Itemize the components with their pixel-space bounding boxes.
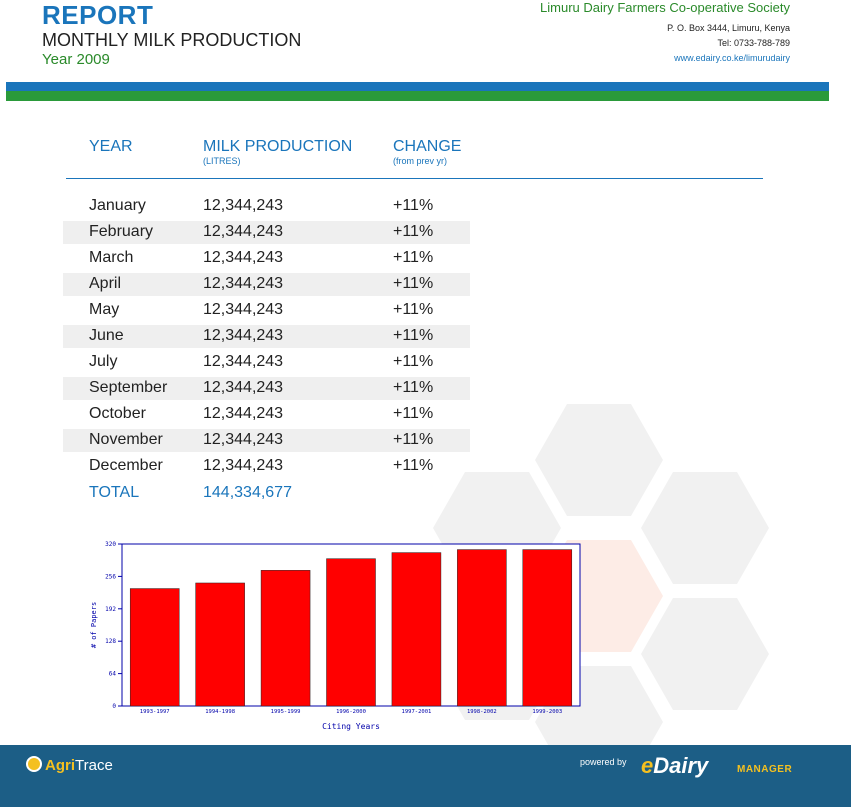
footer-bar [0,745,851,807]
y-tick-label: 320 [105,541,116,548]
table-row: July 12,344,243 +11% [63,351,470,374]
agritrace-logo-agri: Agri [45,757,75,774]
month-cell: March [89,249,134,266]
change-cell: +11% [393,379,434,396]
y-tick-label: 128 [105,638,116,645]
production-cell: 12,344,243 [203,379,284,396]
month-cell: September [89,379,168,396]
month-cell: November [89,431,163,448]
production-cell: 12,344,243 [203,301,284,318]
production-cell: 12,344,243 [203,405,284,422]
bar [391,552,442,707]
x-tick-label: 1999-2003 [532,709,562,715]
production-cell: 12,344,243 [203,275,284,292]
month-cell: July [89,353,118,370]
total-value: 144,334,677 [203,484,292,501]
report-subtitle: MONTHLY MILK PRODUCTION [42,30,302,50]
column-header-change-note: (from prev yr) [393,156,447,166]
society-address: P. O. Box 3444, Limuru, Kenya [667,23,790,33]
x-tick-label: 1995-1999 [271,709,301,715]
change-cell: +11% [393,275,434,292]
month-cell: May [89,301,120,318]
month-cell: January [89,197,146,214]
production-cell: 12,344,243 [203,327,284,344]
production-cell: 12,344,243 [203,353,284,370]
table-row: June 12,344,243 +11% [63,325,470,348]
edairy-logo-e: e [641,753,654,778]
bar [260,570,311,707]
report-year: Year 2009 [42,51,110,68]
flower-icon [26,756,42,772]
header-band-green [6,91,829,101]
change-cell: +11% [393,301,434,318]
header-band-blue [6,82,829,91]
change-cell: +11% [393,353,434,370]
agritrace-logo-trace: Trace [75,757,113,774]
edairy-manager-label: MANAGER [737,764,793,775]
production-cell: 12,344,243 [203,197,284,214]
y-tick-label: 256 [105,573,116,580]
y-tick-label: 64 [109,671,117,678]
table-divider [66,178,763,179]
month-cell: October [89,405,146,422]
y-tick-label: 0 [112,703,116,710]
x-tick-label: 1996-2000 [336,709,366,715]
table-row: December 12,344,243 +11% [63,455,470,478]
table-row: September 12,344,243 +11% [63,377,470,400]
change-cell: +11% [393,457,434,474]
bar [195,582,245,707]
production-cell: 12,344,243 [203,457,284,474]
column-header-production: MILK PRODUCTION [203,138,353,155]
y-tick-label: 192 [105,606,116,613]
x-tick-label: 1997-2001 [402,709,432,715]
production-cell: 12,344,243 [203,249,284,266]
change-cell: +11% [393,431,434,448]
month-cell: April [89,275,122,292]
table-row: January 12,344,243 +11% [63,195,470,218]
production-cell: 12,344,243 [203,223,284,240]
society-name: Limuru Dairy Farmers Co-operative Societ… [540,0,790,15]
bar-chart: 0 64 128 192 256 320 1993-1997 1994-1998 1995-19… [90,541,581,731]
total-label: TOTAL [89,484,140,501]
change-cell: +11% [393,327,434,344]
x-axis-label: Citing Years [322,722,380,731]
change-cell: +11% [393,223,434,240]
x-tick-label: 1993-1997 [140,709,170,715]
bar [522,549,573,707]
powered-by-label: powered by [580,757,627,767]
bar [129,588,180,707]
month-cell: June [89,327,124,344]
month-cell: February [89,223,154,240]
production-cell: 12,344,243 [203,431,284,448]
change-cell: +11% [393,249,434,266]
agritrace-logo: AgriTrace [26,756,113,774]
month-cell: December [89,457,163,474]
column-header-year: YEAR [89,138,133,155]
table-row: March 12,344,243 +11% [63,247,470,270]
edairy-logo: eDairy [641,753,708,779]
bar [326,558,376,707]
y-axis-label: # of Papers [90,602,98,648]
table-row: October 12,344,243 +11% [63,403,470,426]
society-website-link[interactable]: www.edairy.co.ke/limurudairy [674,53,790,63]
table-row: February 12,344,243 +11% [63,221,470,244]
bar [457,549,507,707]
society-phone: Tel: 0733-788-789 [717,38,790,48]
report-title: REPORT [42,0,154,30]
change-cell: +11% [393,405,434,422]
x-tick-label: 1998-2002 [467,709,497,715]
column-header-production-unit: (LITRES) [203,156,241,166]
table-row: May 12,344,243 +11% [63,299,470,322]
table-row: November 12,344,243 +11% [63,429,470,452]
edairy-logo-dairy: Dairy [653,753,709,778]
table-row: April 12,344,243 +11% [63,273,470,296]
x-tick-label: 1994-1998 [205,709,235,715]
column-header-change: CHANGE [393,138,462,155]
change-cell: +11% [393,197,434,214]
